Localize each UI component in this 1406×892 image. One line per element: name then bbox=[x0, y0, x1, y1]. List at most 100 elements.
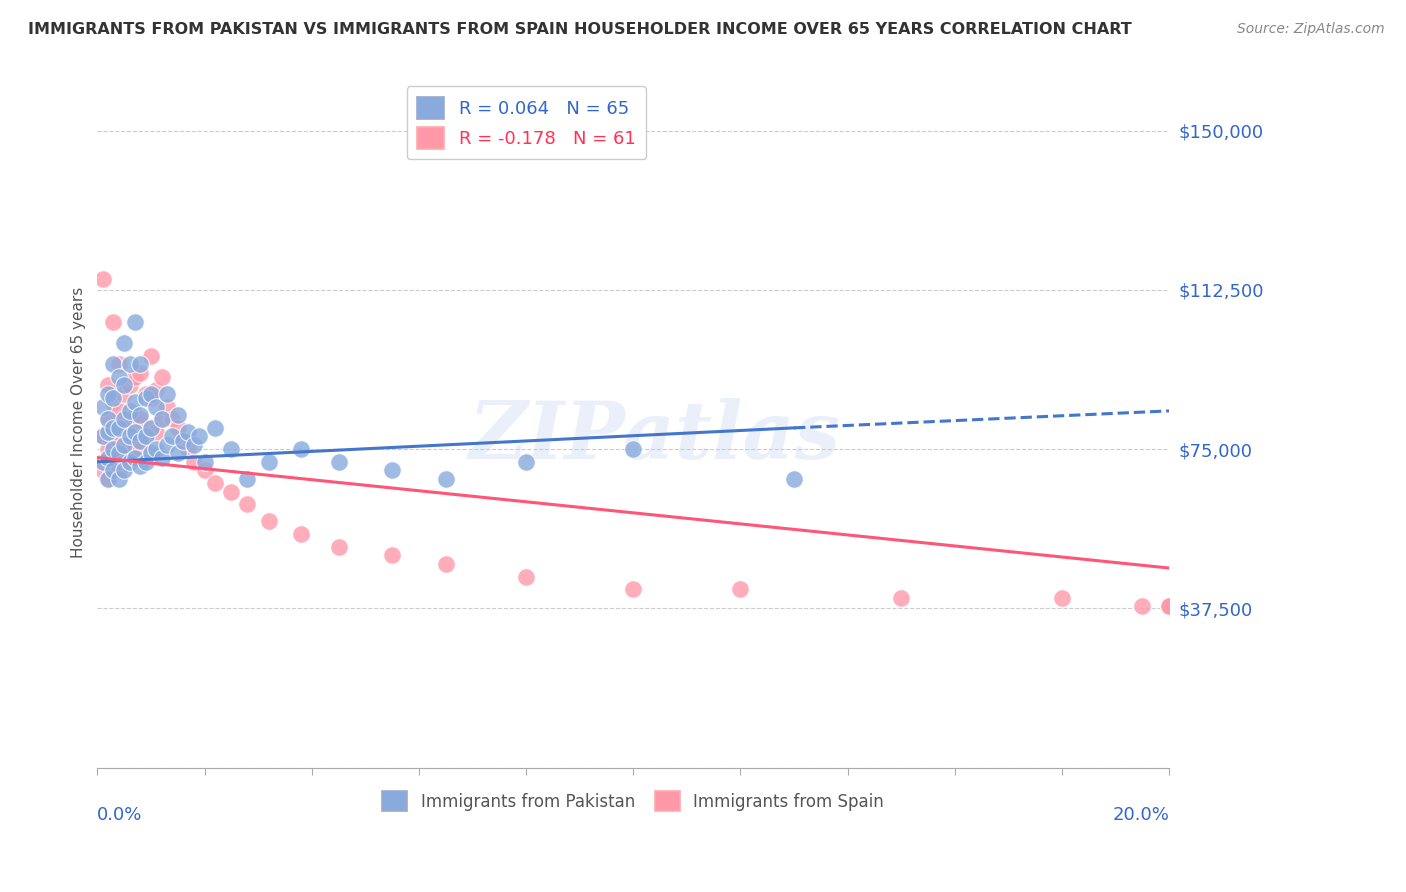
Point bbox=[118, 455, 141, 469]
Point bbox=[783, 472, 806, 486]
Point bbox=[139, 446, 162, 460]
Point bbox=[103, 357, 125, 371]
Point bbox=[156, 438, 179, 452]
Point bbox=[135, 387, 157, 401]
Point bbox=[97, 387, 120, 401]
Point bbox=[193, 463, 215, 477]
Point bbox=[124, 408, 146, 422]
Point bbox=[112, 378, 135, 392]
Point bbox=[166, 408, 188, 422]
Point bbox=[139, 421, 162, 435]
Point bbox=[515, 455, 537, 469]
Point bbox=[145, 400, 167, 414]
Point bbox=[97, 425, 120, 439]
Point bbox=[112, 387, 135, 401]
Point bbox=[103, 315, 125, 329]
Point bbox=[172, 434, 194, 448]
Point bbox=[221, 442, 243, 456]
Point bbox=[124, 450, 146, 465]
Point bbox=[97, 472, 120, 486]
Point bbox=[177, 442, 200, 456]
Point bbox=[118, 357, 141, 371]
Legend: Immigrants from Pakistan, Immigrants from Spain: Immigrants from Pakistan, Immigrants fro… bbox=[375, 784, 891, 818]
Point bbox=[139, 349, 162, 363]
Point bbox=[434, 472, 457, 486]
Point bbox=[129, 357, 152, 371]
Point bbox=[166, 446, 188, 460]
Point bbox=[91, 455, 114, 469]
Point bbox=[103, 463, 125, 477]
Text: IMMIGRANTS FROM PAKISTAN VS IMMIGRANTS FROM SPAIN HOUSEHOLDER INCOME OVER 65 YEA: IMMIGRANTS FROM PAKISTAN VS IMMIGRANTS F… bbox=[28, 22, 1132, 37]
Point bbox=[204, 421, 226, 435]
Point bbox=[139, 387, 162, 401]
Point bbox=[112, 421, 135, 435]
Point bbox=[621, 442, 644, 456]
Point bbox=[112, 438, 135, 452]
Point bbox=[1159, 599, 1181, 614]
Point bbox=[107, 434, 129, 448]
Point bbox=[91, 429, 114, 443]
Point bbox=[124, 315, 146, 329]
Point bbox=[150, 412, 173, 426]
Point bbox=[118, 417, 141, 431]
Point bbox=[107, 446, 129, 460]
Point bbox=[91, 429, 114, 443]
Point bbox=[135, 429, 157, 443]
Point bbox=[328, 540, 350, 554]
Point bbox=[183, 438, 205, 452]
Point bbox=[135, 455, 157, 469]
Point bbox=[103, 425, 125, 439]
Point bbox=[150, 450, 173, 465]
Point bbox=[1159, 599, 1181, 614]
Point bbox=[112, 335, 135, 350]
Point bbox=[107, 463, 129, 477]
Point bbox=[156, 400, 179, 414]
Point bbox=[135, 429, 157, 443]
Point bbox=[145, 383, 167, 397]
Text: ZIPatlas: ZIPatlas bbox=[468, 398, 841, 475]
Point bbox=[139, 421, 162, 435]
Point bbox=[257, 455, 280, 469]
Point bbox=[236, 472, 259, 486]
Point bbox=[1159, 599, 1181, 614]
Text: 0.0%: 0.0% bbox=[97, 805, 143, 823]
Point bbox=[107, 472, 129, 486]
Point bbox=[118, 446, 141, 460]
Point bbox=[112, 412, 135, 426]
Text: 20.0%: 20.0% bbox=[1112, 805, 1170, 823]
Point bbox=[188, 429, 211, 443]
Point bbox=[434, 557, 457, 571]
Point bbox=[162, 412, 184, 426]
Point bbox=[621, 582, 644, 597]
Point bbox=[107, 421, 129, 435]
Point bbox=[124, 425, 146, 439]
Point bbox=[290, 527, 312, 541]
Point bbox=[97, 442, 120, 456]
Point bbox=[107, 370, 129, 384]
Point bbox=[97, 378, 120, 392]
Point bbox=[91, 272, 114, 286]
Point bbox=[97, 412, 120, 426]
Point bbox=[290, 442, 312, 456]
Point bbox=[139, 391, 162, 405]
Point bbox=[1159, 599, 1181, 614]
Point bbox=[112, 463, 135, 477]
Point bbox=[129, 459, 152, 474]
Point bbox=[150, 370, 173, 384]
Point bbox=[156, 387, 179, 401]
Y-axis label: Householder Income Over 65 years: Householder Income Over 65 years bbox=[72, 287, 86, 558]
Point bbox=[129, 366, 152, 380]
Point bbox=[166, 421, 188, 435]
Point bbox=[328, 455, 350, 469]
Point bbox=[124, 370, 146, 384]
Point bbox=[129, 412, 152, 426]
Point bbox=[118, 404, 141, 418]
Point bbox=[162, 429, 184, 443]
Point bbox=[103, 391, 125, 405]
Point bbox=[97, 472, 120, 486]
Point bbox=[1050, 591, 1073, 605]
Point bbox=[257, 514, 280, 528]
Point bbox=[381, 549, 404, 563]
Point bbox=[145, 425, 167, 439]
Text: Source: ZipAtlas.com: Source: ZipAtlas.com bbox=[1237, 22, 1385, 37]
